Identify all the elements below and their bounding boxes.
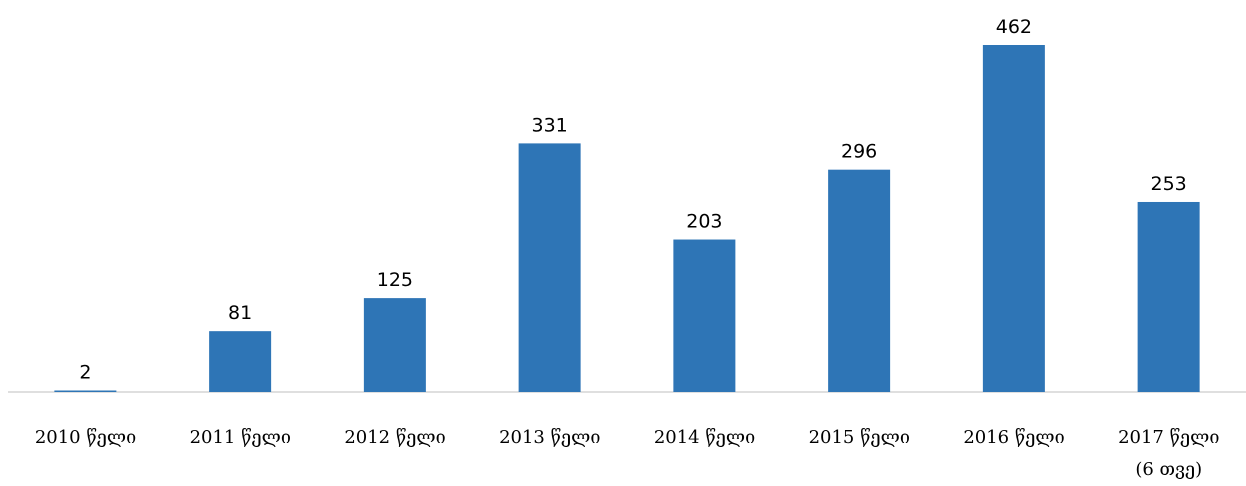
bar xyxy=(673,239,736,392)
bar xyxy=(982,45,1045,392)
bar xyxy=(828,169,891,392)
x-tick-label: 2010 წელი xyxy=(34,427,137,448)
value-label: 331 xyxy=(531,114,567,136)
value-label: 253 xyxy=(1150,173,1186,195)
x-tick-label: 2017 წელი (6 თვე) xyxy=(1118,427,1220,480)
x-tick-label: 2015 წელი xyxy=(808,427,910,448)
bar xyxy=(1137,201,1200,392)
value-label: 2 xyxy=(79,361,91,383)
value-label: 296 xyxy=(841,141,877,163)
bar xyxy=(209,331,272,392)
value-label: 125 xyxy=(377,269,413,291)
value-label: 462 xyxy=(996,16,1032,38)
x-tick-label: 2012 წელი xyxy=(344,427,446,448)
x-tick-label: 2014 წელი xyxy=(653,427,756,448)
value-label: 81 xyxy=(228,302,252,324)
bar xyxy=(518,143,581,392)
x-tick-label: 2013 წელი xyxy=(499,427,601,448)
x-tick-label: 2016 წელი xyxy=(963,427,1065,448)
x-tick-label: 2011 წელი xyxy=(189,427,291,448)
value-label: 203 xyxy=(686,211,722,233)
bar xyxy=(54,390,117,392)
bar xyxy=(363,298,426,392)
